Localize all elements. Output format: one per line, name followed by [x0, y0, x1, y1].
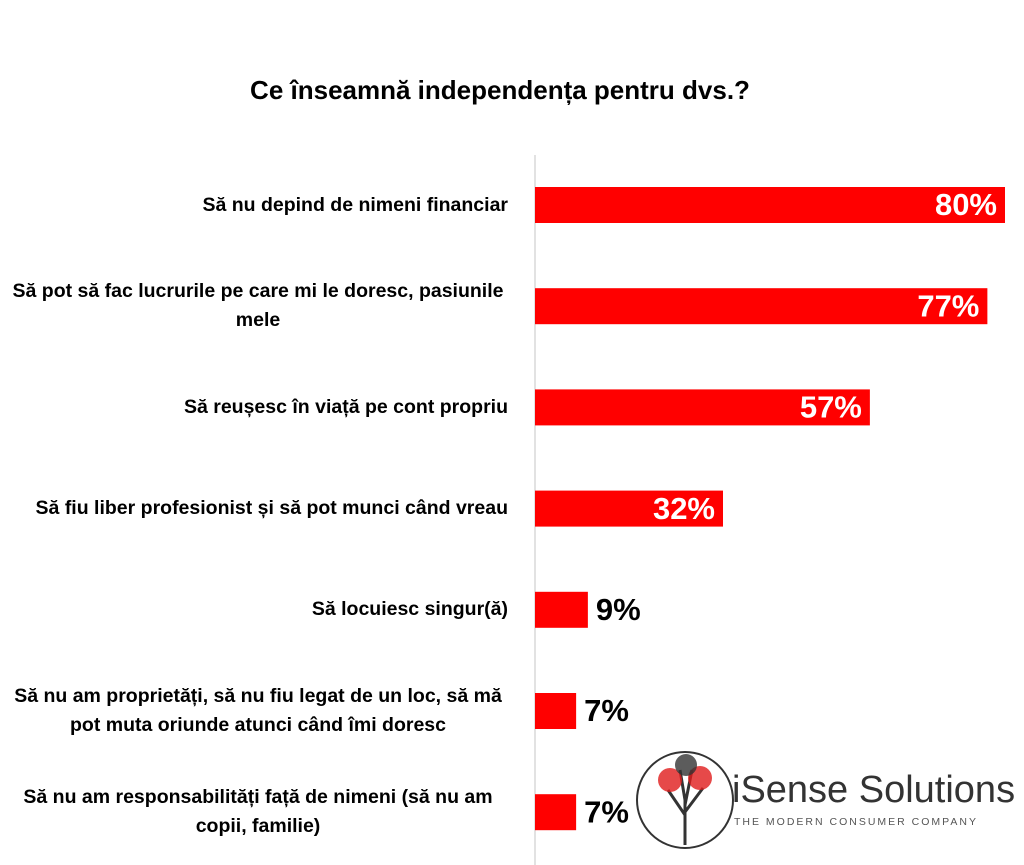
value-label: 57%	[800, 390, 862, 425]
category-label-box: Să nu am proprietăți, să nu fiu legat de…	[0, 661, 508, 761]
category-label-box: Să nu depind de nimeni financiar	[0, 155, 508, 255]
logo-leaf	[658, 768, 682, 792]
value-label: 9%	[596, 592, 641, 627]
bar	[535, 288, 988, 325]
category-label: Să nu am responsabilități față de nimeni…	[23, 786, 493, 838]
bar	[535, 693, 577, 729]
category-label: Să pot să fac lucrurile pe care mi le do…	[12, 280, 504, 332]
category-label-box: Să locuiesc singur(ă)	[0, 560, 508, 660]
category-label-box: Să fiu liber profesionist și să pot munc…	[0, 459, 508, 559]
category-label: Să nu am proprietăți, să nu fiu legat de…	[14, 685, 502, 736]
logo: iSense Solutions THE MODERN CONSUMER COM…	[636, 751, 1015, 849]
category-label: Să nu depind de nimeni financiar	[202, 193, 508, 216]
value-label: 77%	[917, 288, 979, 323]
category-label: Să locuiesc singur(ă)	[311, 598, 508, 621]
category-label-box: Să nu am responsabilități față de nimeni…	[0, 762, 508, 862]
category-label: Să reușesc în viață pe cont propriu	[183, 395, 508, 418]
value-label: 7%	[584, 794, 629, 829]
bar	[535, 389, 870, 426]
chart-title: Ce înseamnă independența pentru dvs.?	[250, 75, 750, 105]
logo-leaf	[675, 754, 697, 776]
value-label: 7%	[584, 693, 629, 728]
bar	[535, 591, 588, 628]
bar	[535, 187, 1005, 223]
value-label: 32%	[653, 491, 715, 526]
logo-tagline: THE MODERN CONSUMER COMPANY	[734, 816, 978, 828]
bar	[535, 490, 723, 527]
bar	[535, 794, 577, 831]
logo-tree	[666, 769, 705, 845]
value-label: 80%	[935, 187, 997, 222]
category-label: Să fiu liber profesionist și să pot munc…	[35, 497, 508, 520]
category-label-box: Să pot să fac lucrurile pe care mi le do…	[0, 256, 508, 356]
category-label-box: Să reușesc în viață pe cont propriu	[0, 357, 508, 457]
logo-name: iSense Solutions	[732, 769, 1015, 811]
